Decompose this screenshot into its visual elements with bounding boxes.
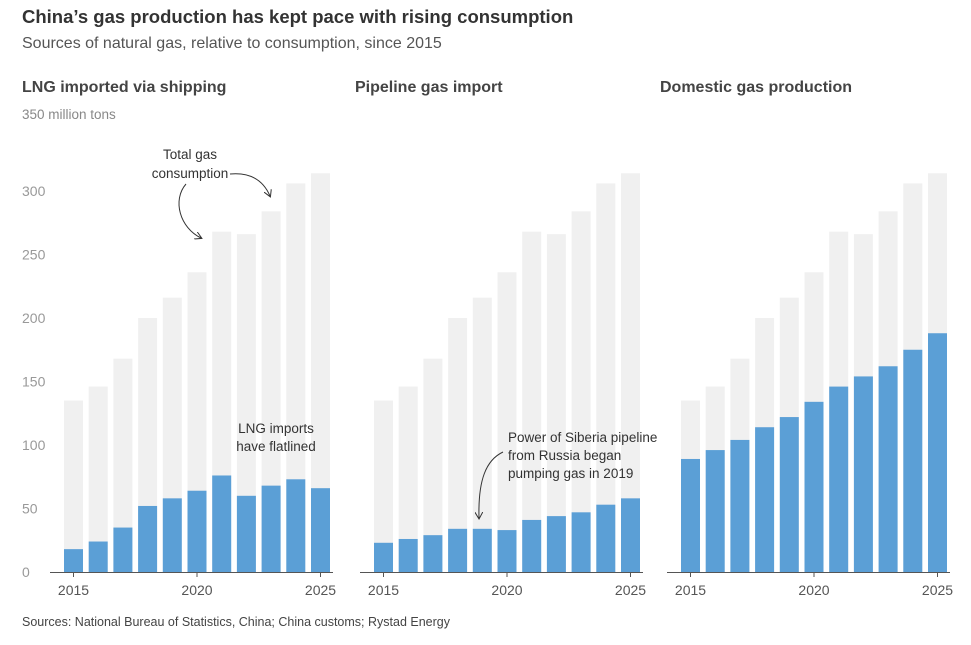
source-bar: [878, 366, 898, 572]
annotation-line: consumption: [152, 166, 229, 181]
source-bar: [730, 439, 750, 572]
panel-3: Domestic gas production 2015 2020 2025: [660, 79, 953, 598]
source-bar: [138, 505, 158, 572]
panel-2: Pipeline gas import 2015 2020 2025: [355, 79, 646, 598]
y-unit-label: 350 million tons: [22, 107, 116, 122]
source-bar: [261, 485, 281, 572]
source-bar: [472, 528, 492, 572]
consumption-arrow-left: [178, 183, 201, 238]
y-tick-label: 50: [22, 501, 38, 517]
source-bar: [113, 527, 133, 572]
consumption-bar: [472, 297, 492, 572]
annotations: Total gas consumption LNG imports have flat…: [152, 147, 657, 518]
source-bar: [423, 535, 443, 572]
source-bar: [64, 549, 83, 572]
source-bar: [311, 488, 330, 572]
source-bar: [162, 498, 182, 572]
source-bar: [286, 479, 306, 572]
y-tick-label: 250: [22, 247, 46, 263]
annotation-line: Total gas: [163, 147, 217, 162]
y-tick-label: 150: [22, 374, 46, 390]
consumption-bar: [311, 173, 330, 572]
x-tick-label: 2025: [305, 582, 336, 598]
x-tick-label: 2020: [491, 582, 522, 598]
consumption-arrow-right: [229, 173, 270, 196]
x-tick-label: 2025: [922, 582, 953, 598]
x-tick-label: 2020: [181, 582, 212, 598]
source-note: Sources: National Bureau of Statistics, …: [22, 615, 450, 629]
consumption-bar: [398, 386, 418, 572]
source-bar: [804, 401, 824, 572]
y-tick-label: 300: [22, 183, 46, 199]
source-bar: [853, 376, 873, 572]
consumption-bar: [374, 400, 393, 572]
source-bar: [546, 516, 566, 572]
y-tick-label: 200: [22, 310, 46, 326]
consumption-bar: [571, 211, 591, 572]
consumption-bar: [64, 400, 83, 572]
y-tick-label: 100: [22, 437, 46, 453]
panel-title: LNG imported via shipping: [22, 79, 226, 96]
y-tick-label: 0: [22, 564, 30, 580]
x-tick-label: 2025: [615, 582, 646, 598]
x-tick-label: 2015: [675, 582, 706, 598]
x-tick-label: 2020: [798, 582, 829, 598]
source-bar: [596, 504, 616, 572]
consumption-bar: [236, 234, 256, 572]
consumption-bar: [261, 211, 281, 572]
consumption-bar: [113, 358, 133, 572]
source-bar: [88, 541, 108, 572]
annotation-line: pumping gas in 2019: [508, 466, 633, 481]
source-bar: [779, 417, 799, 572]
consumption-bar: [621, 173, 640, 572]
source-bar: [903, 349, 923, 572]
panel-title: Domestic gas production: [660, 79, 852, 96]
consumption-bar: [423, 358, 443, 572]
panel-title: Pipeline gas import: [355, 79, 503, 96]
source-bar: [571, 512, 591, 572]
source-bar: [236, 495, 256, 572]
x-tick-label: 2015: [58, 582, 89, 598]
consumption-bar: [522, 231, 542, 572]
consumption-bar: [497, 272, 517, 572]
consumption-bar: [286, 183, 306, 572]
consumption-bar: [546, 234, 566, 572]
source-bar: [374, 542, 393, 572]
source-bar: [755, 427, 775, 572]
source-bar: [398, 538, 418, 572]
source-bar: [829, 386, 849, 572]
source-bar: [187, 490, 207, 572]
annotation-line: LNG imports: [238, 421, 314, 436]
annotation-line: Power of Siberia pipeline: [508, 430, 657, 445]
source-bar: [928, 333, 947, 572]
pipeline-arrow: [479, 451, 504, 518]
panel-1: LNG imported via shipping 2015 2020 2025: [22, 79, 336, 598]
annotation-line: from Russia began: [508, 448, 621, 463]
source-bar: [497, 530, 517, 572]
source-bar: [522, 519, 542, 572]
pipeline-annotation: Power of Siberia pipeline from Russia beg…: [508, 430, 657, 481]
annotation-line: have flatlined: [236, 439, 316, 454]
lng-annotation: LNG imports have flatlined: [236, 421, 316, 454]
source-bar: [621, 498, 640, 572]
chart-title: China’s gas production has kept pace wit…: [22, 6, 574, 27]
source-bar: [448, 528, 468, 572]
consumption-annotation: Total gas consumption: [152, 147, 229, 181]
consumption-bar: [596, 183, 616, 572]
source-bar: [681, 458, 700, 572]
source-bar: [212, 475, 232, 572]
x-tick-label: 2015: [368, 582, 399, 598]
consumption-bar: [448, 318, 468, 572]
consumption-bar: [88, 386, 108, 572]
source-bar: [705, 450, 725, 572]
chart-subtitle: Sources of natural gas, relative to cons…: [22, 35, 442, 52]
